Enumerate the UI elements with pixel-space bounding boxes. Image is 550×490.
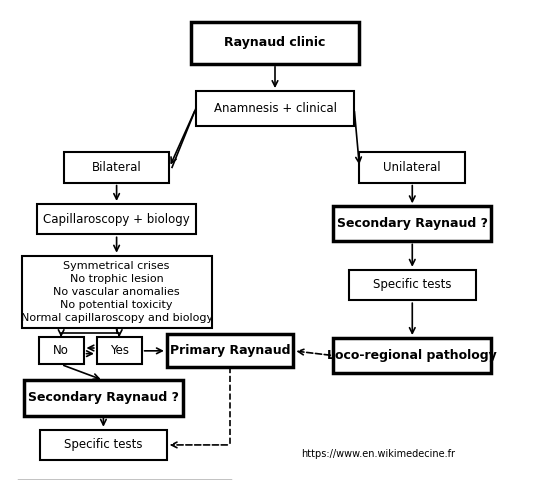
FancyBboxPatch shape [349, 270, 476, 300]
Text: No: No [53, 344, 69, 357]
Text: https://www.en.wikimedecine.fr: https://www.en.wikimedecine.fr [301, 449, 455, 459]
FancyBboxPatch shape [21, 256, 212, 328]
Text: Specific tests: Specific tests [373, 278, 452, 292]
Text: Loco-regional pathology: Loco-regional pathology [327, 349, 497, 362]
FancyBboxPatch shape [333, 338, 492, 373]
Text: Anamnesis + clinical: Anamnesis + clinical [213, 102, 337, 115]
FancyBboxPatch shape [39, 337, 84, 365]
FancyBboxPatch shape [360, 152, 465, 183]
FancyBboxPatch shape [190, 22, 360, 64]
Text: Specific tests: Specific tests [64, 439, 142, 451]
FancyBboxPatch shape [97, 337, 142, 365]
FancyBboxPatch shape [333, 206, 492, 242]
Text: Primary Raynaud: Primary Raynaud [170, 344, 290, 357]
Text: Bilateral: Bilateral [92, 161, 141, 174]
Text: Secondary Raynaud ?: Secondary Raynaud ? [28, 392, 179, 404]
Text: Yes: Yes [110, 344, 129, 357]
FancyBboxPatch shape [24, 380, 183, 416]
Text: Secondary Raynaud ?: Secondary Raynaud ? [337, 218, 488, 230]
FancyBboxPatch shape [196, 91, 354, 126]
Text: Capillaroscopy + biology: Capillaroscopy + biology [43, 213, 190, 225]
Text: Symmetrical crises
No trophic lesion
No vascular anomalies
No potential toxicity: Symmetrical crises No trophic lesion No … [20, 261, 213, 323]
Text: Unilateral: Unilateral [383, 161, 441, 174]
Text: Raynaud clinic: Raynaud clinic [224, 36, 326, 49]
FancyBboxPatch shape [19, 481, 230, 490]
FancyBboxPatch shape [37, 204, 196, 234]
FancyBboxPatch shape [40, 430, 167, 460]
FancyBboxPatch shape [167, 334, 294, 368]
FancyBboxPatch shape [64, 152, 169, 183]
